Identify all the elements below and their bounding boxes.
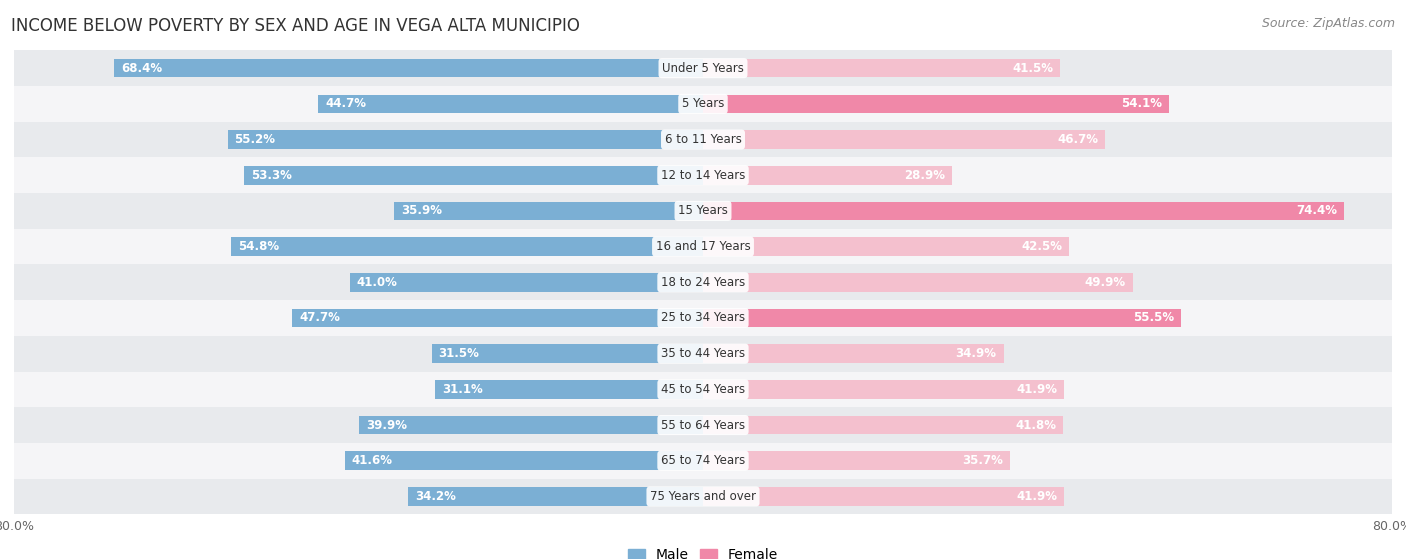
- Bar: [703, 238, 1069, 256]
- Text: 41.9%: 41.9%: [1017, 383, 1057, 396]
- Bar: [703, 166, 952, 184]
- Text: 54.8%: 54.8%: [238, 240, 278, 253]
- Text: 12 to 14 Years: 12 to 14 Years: [661, 169, 745, 182]
- Text: Under 5 Years: Under 5 Years: [662, 61, 744, 75]
- Text: 41.9%: 41.9%: [1017, 490, 1057, 503]
- Bar: [14, 193, 1392, 229]
- Text: 41.0%: 41.0%: [357, 276, 398, 289]
- Bar: [703, 59, 1060, 78]
- Text: 55.5%: 55.5%: [1133, 311, 1174, 324]
- Text: 41.5%: 41.5%: [1012, 61, 1053, 75]
- Bar: [703, 94, 1168, 113]
- Bar: [703, 344, 1004, 363]
- Text: 31.1%: 31.1%: [441, 383, 482, 396]
- Text: 46.7%: 46.7%: [1057, 133, 1098, 146]
- Bar: [703, 273, 1133, 292]
- Text: 39.9%: 39.9%: [367, 419, 408, 432]
- Text: 55 to 64 Years: 55 to 64 Years: [661, 419, 745, 432]
- Text: 74.4%: 74.4%: [1296, 205, 1337, 217]
- Bar: [432, 344, 703, 363]
- Bar: [245, 166, 703, 184]
- Text: 53.3%: 53.3%: [250, 169, 292, 182]
- Text: 45 to 54 Years: 45 to 54 Years: [661, 383, 745, 396]
- Bar: [703, 130, 1105, 149]
- Text: 18 to 24 Years: 18 to 24 Years: [661, 276, 745, 289]
- Bar: [292, 309, 703, 327]
- Text: 42.5%: 42.5%: [1021, 240, 1062, 253]
- Bar: [14, 50, 1392, 86]
- Bar: [14, 264, 1392, 300]
- Bar: [231, 238, 703, 256]
- Bar: [14, 158, 1392, 193]
- Text: 16 and 17 Years: 16 and 17 Years: [655, 240, 751, 253]
- Bar: [360, 416, 703, 434]
- Bar: [14, 229, 1392, 264]
- Text: 41.6%: 41.6%: [352, 454, 392, 467]
- Text: 25 to 34 Years: 25 to 34 Years: [661, 311, 745, 324]
- Text: 44.7%: 44.7%: [325, 97, 366, 110]
- Text: 49.9%: 49.9%: [1084, 276, 1126, 289]
- Bar: [703, 309, 1181, 327]
- Bar: [228, 130, 703, 149]
- Text: 34.2%: 34.2%: [415, 490, 456, 503]
- Text: 6 to 11 Years: 6 to 11 Years: [665, 133, 741, 146]
- Text: 31.5%: 31.5%: [439, 347, 479, 360]
- Bar: [14, 372, 1392, 407]
- Bar: [14, 86, 1392, 122]
- Legend: Male, Female: Male, Female: [623, 543, 783, 559]
- Bar: [14, 336, 1392, 372]
- Bar: [14, 122, 1392, 158]
- Bar: [350, 273, 703, 292]
- Text: 35 to 44 Years: 35 to 44 Years: [661, 347, 745, 360]
- Text: 47.7%: 47.7%: [299, 311, 340, 324]
- Text: 55.2%: 55.2%: [235, 133, 276, 146]
- Bar: [14, 443, 1392, 479]
- Text: 15 Years: 15 Years: [678, 205, 728, 217]
- Bar: [703, 452, 1011, 470]
- Bar: [14, 407, 1392, 443]
- Bar: [114, 59, 703, 78]
- Bar: [703, 202, 1344, 220]
- Text: 34.9%: 34.9%: [956, 347, 997, 360]
- Bar: [344, 452, 703, 470]
- Text: 35.9%: 35.9%: [401, 205, 441, 217]
- Text: 5 Years: 5 Years: [682, 97, 724, 110]
- Bar: [409, 487, 703, 506]
- Text: 68.4%: 68.4%: [121, 61, 162, 75]
- Bar: [14, 300, 1392, 336]
- Text: 35.7%: 35.7%: [963, 454, 1004, 467]
- Text: INCOME BELOW POVERTY BY SEX AND AGE IN VEGA ALTA MUNICIPIO: INCOME BELOW POVERTY BY SEX AND AGE IN V…: [11, 17, 581, 35]
- Text: 41.8%: 41.8%: [1015, 419, 1056, 432]
- Bar: [703, 380, 1064, 399]
- Bar: [14, 479, 1392, 514]
- Bar: [394, 202, 703, 220]
- Bar: [703, 487, 1064, 506]
- Text: 54.1%: 54.1%: [1121, 97, 1161, 110]
- Text: Source: ZipAtlas.com: Source: ZipAtlas.com: [1261, 17, 1395, 30]
- Bar: [318, 94, 703, 113]
- Text: 75 Years and over: 75 Years and over: [650, 490, 756, 503]
- Bar: [703, 416, 1063, 434]
- Bar: [436, 380, 703, 399]
- Text: 28.9%: 28.9%: [904, 169, 945, 182]
- Text: 65 to 74 Years: 65 to 74 Years: [661, 454, 745, 467]
